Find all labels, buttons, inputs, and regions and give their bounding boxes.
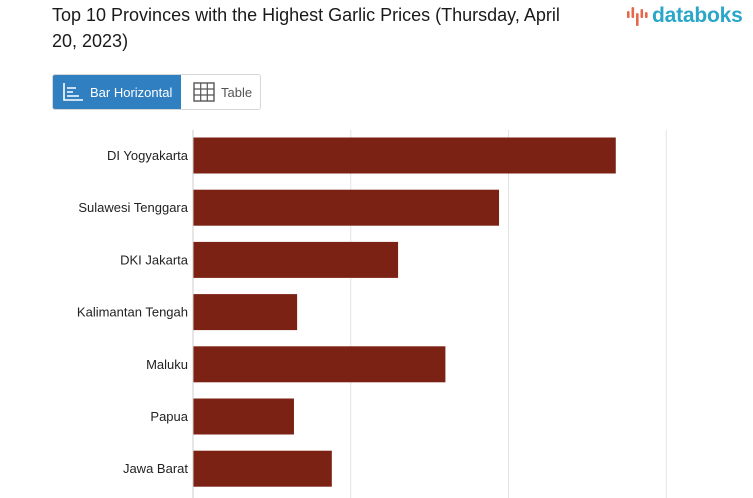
category-label: Maluku [146,357,188,372]
table-tab[interactable]: Table [181,75,260,109]
view-toggle: Bar Horizontal Table [52,74,261,110]
table-label: Table [221,84,253,100]
chart-title: Top 10 Provinces with the Highest Garlic… [52,5,560,51]
bar-chart-icon [63,83,83,101]
bar-sulawesi-tenggara[interactable] [193,189,500,226]
category-label: Jawa Barat [123,461,188,476]
bar-di-yogyakarta[interactable] [193,137,616,174]
category-label: Sulawesi Tenggara [78,200,188,215]
databoks-logo-icon [627,7,648,26]
category-label: DI Yogyakarta [107,148,189,163]
bar-papua[interactable] [193,398,294,435]
bar-jawa-barat[interactable] [193,450,332,487]
bar-horizontal-tab[interactable]: Bar Horizontal [53,75,181,109]
category-label: Kalimantan Tengah [77,305,188,320]
bar-maluku[interactable] [193,346,446,383]
bar-kalimantan-tengah[interactable] [193,294,298,331]
table-icon [193,82,215,102]
bar-horizontal-label: Bar Horizontal [90,84,173,100]
category-label: DKI Jakarta [120,252,189,267]
brand-name: databoks [652,4,743,27]
bar-dki-jakarta[interactable] [193,241,399,278]
category-label: Papua [150,409,188,424]
databoks-logo[interactable]: databoks [626,4,743,28]
